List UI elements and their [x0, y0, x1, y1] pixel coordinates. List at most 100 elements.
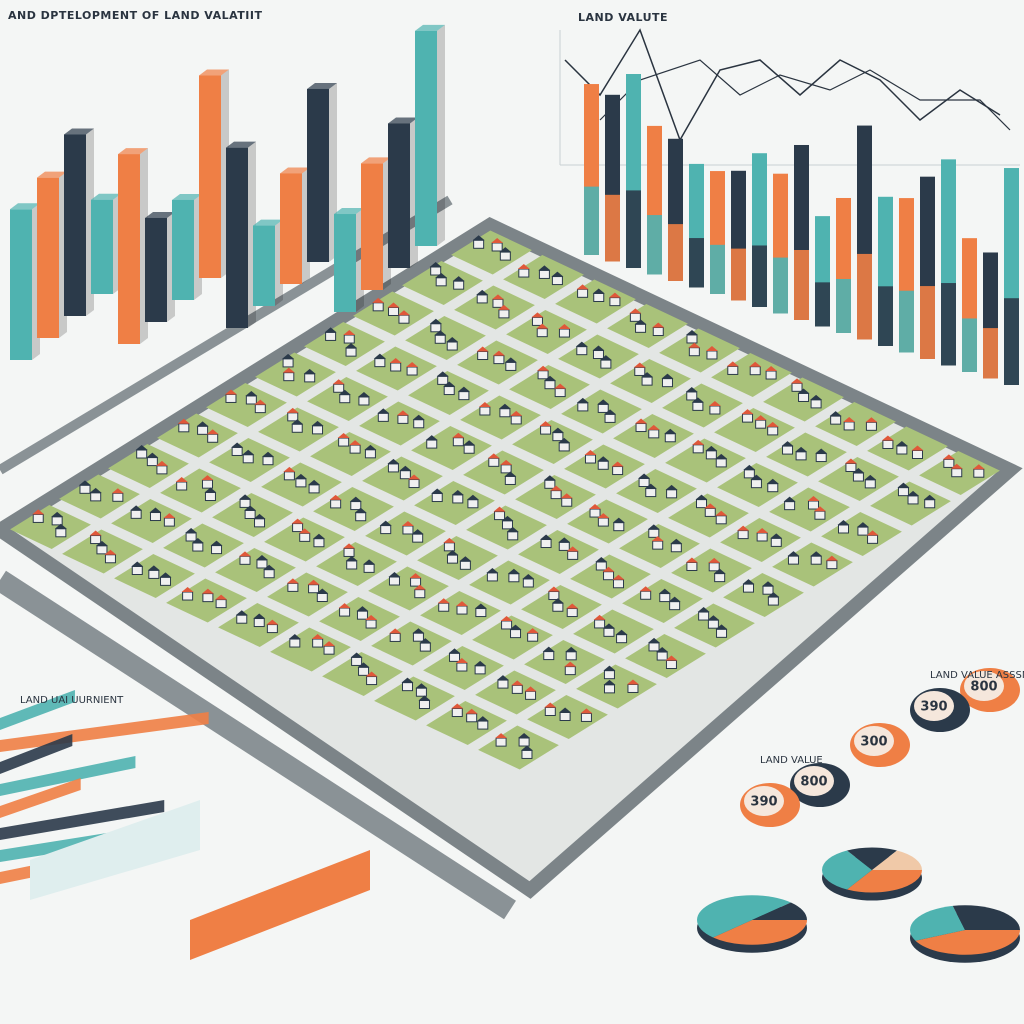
house [365, 619, 377, 629]
house [355, 512, 367, 522]
column-base [857, 253, 872, 340]
house [452, 494, 464, 504]
house [798, 392, 810, 402]
house [951, 468, 963, 478]
house [456, 662, 468, 672]
badge-label: 800 [800, 775, 827, 790]
block [665, 438, 746, 483]
roof [181, 587, 194, 593]
roof [865, 417, 878, 423]
tower [91, 199, 113, 294]
house [299, 532, 311, 542]
roof [602, 623, 615, 629]
house [283, 372, 295, 382]
house [616, 634, 628, 644]
pie-slice [909, 905, 965, 941]
roof [399, 465, 412, 471]
tower [307, 88, 329, 262]
house [477, 720, 489, 730]
house [398, 314, 410, 324]
house [743, 469, 755, 479]
block [867, 426, 948, 471]
house [762, 585, 774, 595]
tower [10, 209, 32, 360]
tower [415, 30, 437, 246]
house [897, 487, 909, 497]
roof [612, 517, 625, 523]
roof [742, 579, 755, 585]
house [136, 449, 148, 459]
roof [661, 373, 674, 379]
roof [604, 409, 617, 415]
house [688, 347, 700, 357]
column-base [878, 286, 893, 346]
house [603, 571, 615, 581]
pie-slice [847, 870, 922, 893]
house [756, 532, 768, 542]
badge-label: 390 [920, 700, 947, 715]
roof [452, 276, 465, 282]
roof [695, 494, 708, 500]
roof [741, 409, 754, 415]
roof [829, 411, 842, 417]
house [715, 515, 727, 525]
roof [364, 444, 377, 450]
roof [815, 448, 828, 454]
house [476, 294, 488, 304]
house [521, 749, 533, 759]
roof [130, 505, 143, 511]
roof [856, 522, 869, 528]
roof [597, 513, 610, 519]
house [597, 403, 609, 413]
roof [337, 433, 350, 439]
roof [493, 506, 506, 512]
block [10, 505, 91, 549]
house [343, 334, 355, 344]
roof [387, 458, 400, 464]
roof [864, 474, 877, 480]
house [358, 396, 370, 406]
block [368, 566, 449, 611]
house [415, 687, 427, 697]
house [350, 501, 362, 511]
house [148, 569, 160, 579]
roof [543, 375, 556, 381]
house [130, 509, 142, 519]
house [580, 712, 592, 722]
roof [474, 603, 487, 609]
house [742, 413, 754, 423]
house [629, 312, 641, 322]
roof [592, 288, 605, 294]
roof [558, 324, 571, 330]
caption: LAND VALUE [760, 755, 823, 766]
roof [715, 510, 728, 516]
roof [413, 584, 426, 590]
roof [177, 418, 190, 424]
house [492, 298, 504, 308]
house [501, 620, 513, 630]
house [323, 645, 335, 655]
house [463, 444, 475, 454]
house [911, 449, 923, 459]
house [239, 498, 251, 508]
roof [89, 487, 102, 493]
roof [498, 403, 511, 409]
house [401, 682, 413, 692]
house [635, 423, 647, 433]
roof [324, 327, 337, 333]
roof [544, 702, 557, 708]
column-base [794, 249, 809, 320]
house [449, 652, 461, 662]
roof [633, 362, 646, 368]
roof [224, 389, 237, 395]
roof [411, 529, 424, 535]
house [494, 511, 506, 521]
house [544, 706, 556, 716]
roof [651, 536, 664, 542]
roof [389, 357, 402, 363]
trend-line [564, 28, 1001, 142]
house [453, 280, 465, 290]
tower-side [437, 24, 445, 246]
roof [357, 662, 370, 668]
